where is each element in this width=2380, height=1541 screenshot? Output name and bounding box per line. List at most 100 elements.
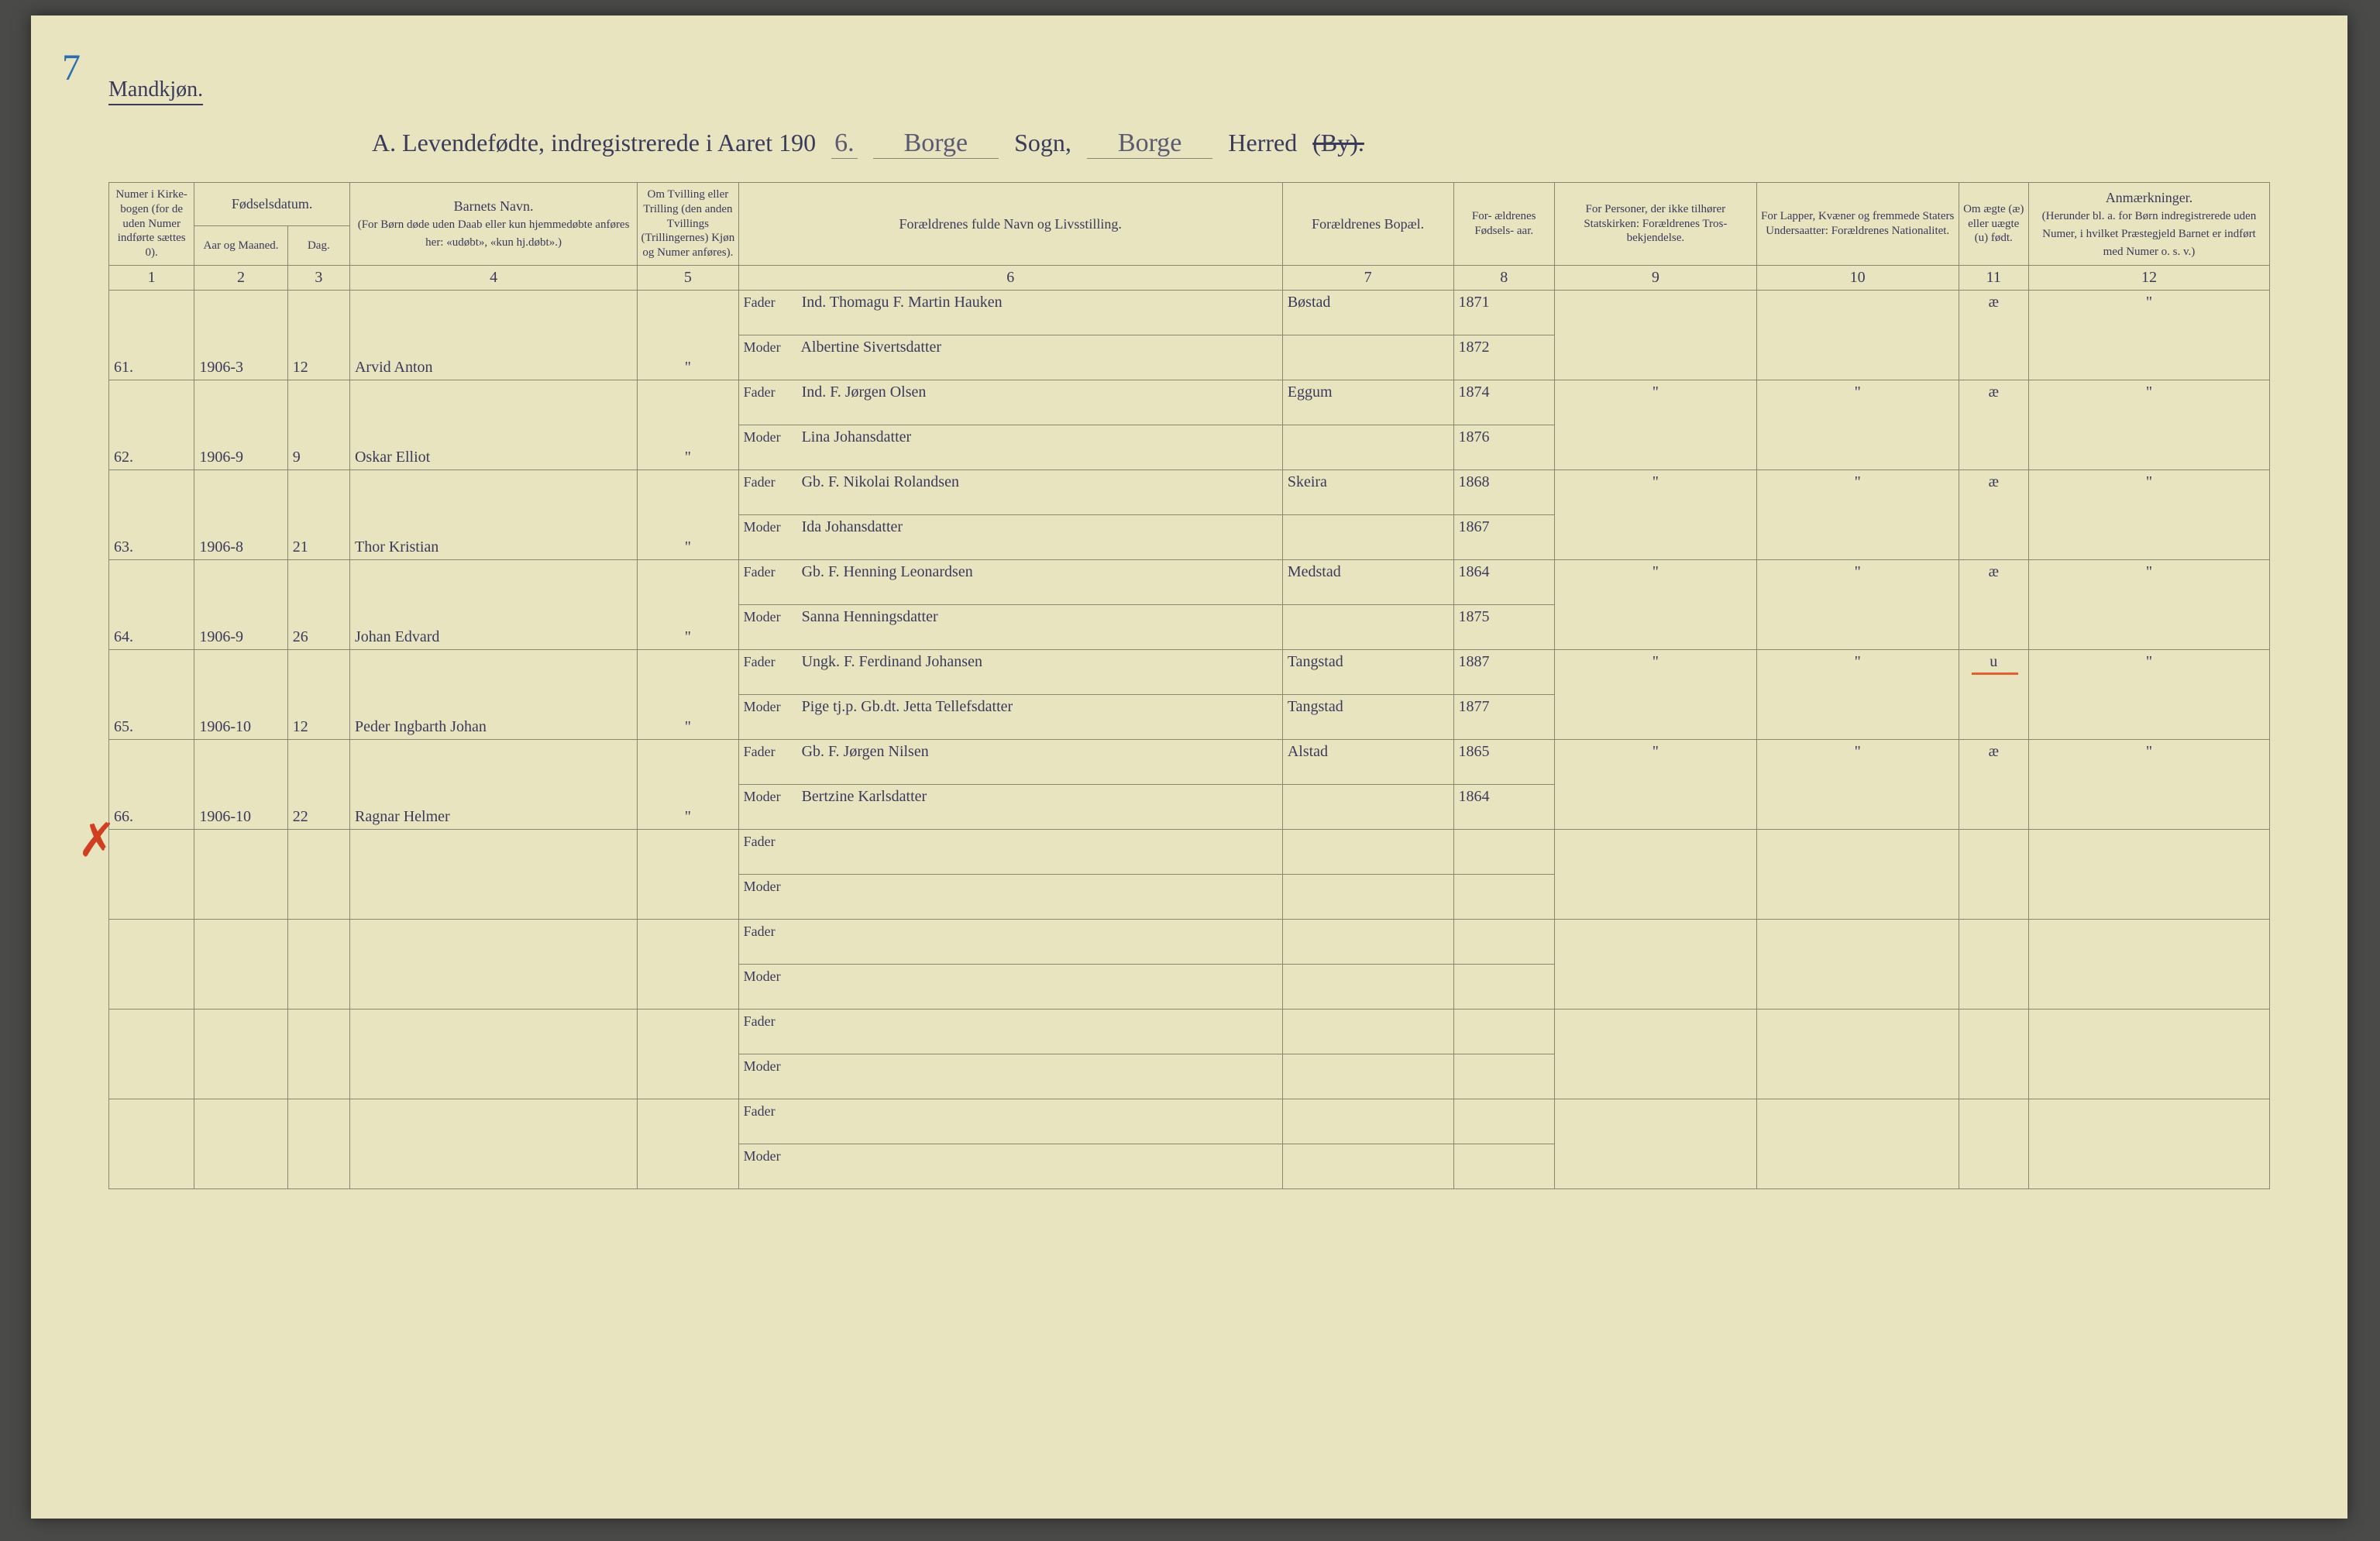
title-line: A. Levendefødte, indregistrerede i Aaret… [372, 129, 2270, 159]
entry-child-name: Johan Edvard [349, 559, 637, 649]
entry-father-row: 61.1906-312Arvid Anton"Fader Ind. Thomag… [109, 290, 2270, 335]
colnum: 9 [1554, 265, 1756, 290]
entry-day: 12 [287, 290, 349, 380]
entry-twin: " [638, 470, 738, 559]
entry-number: 64. [109, 559, 194, 649]
entry-twin: " [638, 739, 738, 829]
entry-col10: " [1756, 739, 1959, 829]
entry-father: Fader Ind. Thomagu F. Martin Hauken [738, 290, 1282, 335]
table-body: 61.1906-312Arvid Anton"Fader Ind. Thomag… [109, 290, 2270, 1188]
entry-twin: " [638, 380, 738, 470]
col-5-header: Om Tvilling eller Trilling (den anden Tv… [638, 183, 738, 266]
entry-father-row: 62.1906-99Oskar Elliot"Fader Ind. F. Jør… [109, 380, 2270, 425]
entry-father-row: 64.1906-926Johan Edvard"Fader Gb. F. Hen… [109, 559, 2270, 604]
entry-mother-year: 1867 [1453, 514, 1554, 559]
entry-child-name: Ragnar Helmer [349, 739, 637, 829]
entry-number: 61. [109, 290, 194, 380]
entry-father-place: Skeira [1282, 470, 1453, 514]
title-year-suffix: 6. [831, 129, 858, 159]
entry-legit: æ [1959, 470, 2028, 559]
entry-twin: " [638, 290, 738, 380]
entry-father: Fader Ungk. F. Ferdinand Johansen [738, 649, 1282, 694]
empty-father-row: Fader [109, 919, 2270, 964]
entry-mother-place [1282, 425, 1453, 470]
entry-day: 21 [287, 470, 349, 559]
empty-mother: Moder [738, 874, 1282, 919]
entry-mother-year: 1876 [1453, 425, 1554, 470]
entry-father-place: Tangstad [1282, 649, 1453, 694]
colnum: 5 [638, 265, 738, 290]
colnum: 8 [1453, 265, 1554, 290]
entry-twin: " [638, 649, 738, 739]
entry-child-name: Peder Ingbarth Johan [349, 649, 637, 739]
corner-page-number: 7 [62, 46, 81, 89]
entry-father-year: 1874 [1453, 380, 1554, 425]
empty-mother: Moder [738, 1144, 1282, 1188]
sogn-label: Sogn, [1014, 129, 1071, 157]
col-2a-header: Aar og Maaned. [194, 226, 287, 265]
entry-number: 66. [109, 739, 194, 829]
header-row-1: Numer i Kirke- bogen (for de uden Numer … [109, 183, 2270, 226]
empty-father: Fader [738, 1009, 1282, 1054]
entry-year-month: 1906-3 [194, 290, 287, 380]
entry-mother-place [1282, 784, 1453, 829]
entry-col10: " [1756, 649, 1959, 739]
entry-mother: Moder Lina Johansdatter [738, 425, 1282, 470]
entry-day: 12 [287, 649, 349, 739]
entry-remarks: " [2028, 649, 2269, 739]
entry-col10: " [1756, 470, 1959, 559]
empty-father-row: Fader [109, 1099, 2270, 1144]
entry-child-name: Oskar Elliot [349, 380, 637, 470]
colnum: 4 [349, 265, 637, 290]
sogn-name: Borge [873, 129, 999, 159]
herred-label: Herred [1228, 129, 1297, 157]
entry-father-row: 63.1906-821Thor Kristian"Fader Gb. F. Ni… [109, 470, 2270, 514]
entry-col9: " [1554, 470, 1756, 559]
empty-father-row: Fader [109, 829, 2270, 874]
col-12-header-sub: (Herunder bl. a. for Børn indregistrered… [2042, 210, 2257, 258]
entry-number: 65. [109, 649, 194, 739]
column-number-row: 1 2 3 4 5 6 7 8 9 10 11 12 [109, 265, 2270, 290]
col-2-header-top: Fødselsdatum. [194, 183, 350, 226]
colnum: 12 [2028, 265, 2269, 290]
entry-child-name: Thor Kristian [349, 470, 637, 559]
col-4-header-top: Barnets Navn. [454, 198, 534, 214]
col-11-header: Om ægte (æ) eller uægte (u) født. [1959, 183, 2028, 266]
entry-father-year: 1865 [1453, 739, 1554, 784]
entry-father: Fader Ind. F. Jørgen Olsen [738, 380, 1282, 425]
entry-remarks: " [2028, 559, 2269, 649]
colnum: 2 [194, 265, 287, 290]
entry-father: Fader Gb. F. Henning Leonardsen [738, 559, 1282, 604]
entry-twin: " [638, 559, 738, 649]
entry-day: 26 [287, 559, 349, 649]
entry-mother-place [1282, 514, 1453, 559]
col-12-header: Anmærkninger. (Herunder bl. a. for Børn … [2028, 183, 2269, 266]
entry-legit: æ [1959, 739, 2028, 829]
entry-col9 [1554, 290, 1756, 380]
entry-day: 22 [287, 739, 349, 829]
ledger-page: 7 Mandkjøn. A. Levendefødte, indregistre… [31, 15, 2347, 1519]
entry-mother: Moder Albertine Sivertsdatter [738, 335, 1282, 380]
entry-mother: Moder Pige tj.p. Gb.dt. Jetta Tellefsdat… [738, 694, 1282, 739]
entry-mother-year: 1872 [1453, 335, 1554, 380]
entry-mother: Moder Sanna Henningsdatter [738, 604, 1282, 649]
col-8-header: For- ældrenes Fødsels- aar. [1453, 183, 1554, 266]
col-4-header-sub: (For Børn døde uden Daab eller kun hjemm… [358, 218, 630, 249]
col-6-header: Forældrenes fulde Navn og Livsstilling. [738, 183, 1282, 266]
register-table: Numer i Kirke- bogen (for de uden Numer … [108, 182, 2270, 1189]
entry-father-year: 1887 [1453, 649, 1554, 694]
entry-year-month: 1906-10 [194, 739, 287, 829]
entry-father-place: Eggum [1282, 380, 1453, 425]
entry-remarks: " [2028, 290, 2269, 380]
entry-col9: " [1554, 380, 1756, 470]
col-4-header: Barnets Navn. (For Børn døde uden Daab e… [349, 183, 637, 266]
table-head: Numer i Kirke- bogen (for de uden Numer … [109, 183, 2270, 291]
entry-mother: Moder Bertzine Karlsdatter [738, 784, 1282, 829]
col-1-header: Numer i Kirke- bogen (for de uden Numer … [109, 183, 194, 266]
entry-father: Fader Gb. F. Nikolai Rolandsen [738, 470, 1282, 514]
entry-legit: æ [1959, 290, 2028, 380]
entry-col9: " [1554, 739, 1756, 829]
entry-mother-year: 1864 [1453, 784, 1554, 829]
entry-father-row: 66.1906-1022Ragnar Helmer"Fader Gb. F. J… [109, 739, 2270, 784]
col-12-header-top: Anmærkninger. [2106, 190, 2193, 205]
